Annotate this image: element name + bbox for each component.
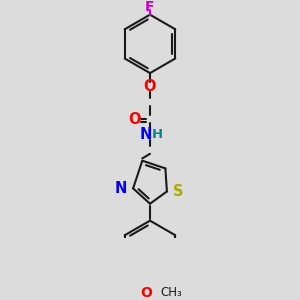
Text: F: F: [145, 0, 155, 14]
Text: O: O: [144, 80, 156, 94]
Text: N: N: [115, 181, 127, 196]
Text: O: O: [140, 286, 152, 300]
Text: S: S: [173, 184, 184, 199]
Text: N: N: [140, 127, 152, 142]
Text: O: O: [128, 112, 141, 128]
Text: CH₃: CH₃: [161, 286, 182, 299]
Text: H: H: [152, 128, 163, 141]
